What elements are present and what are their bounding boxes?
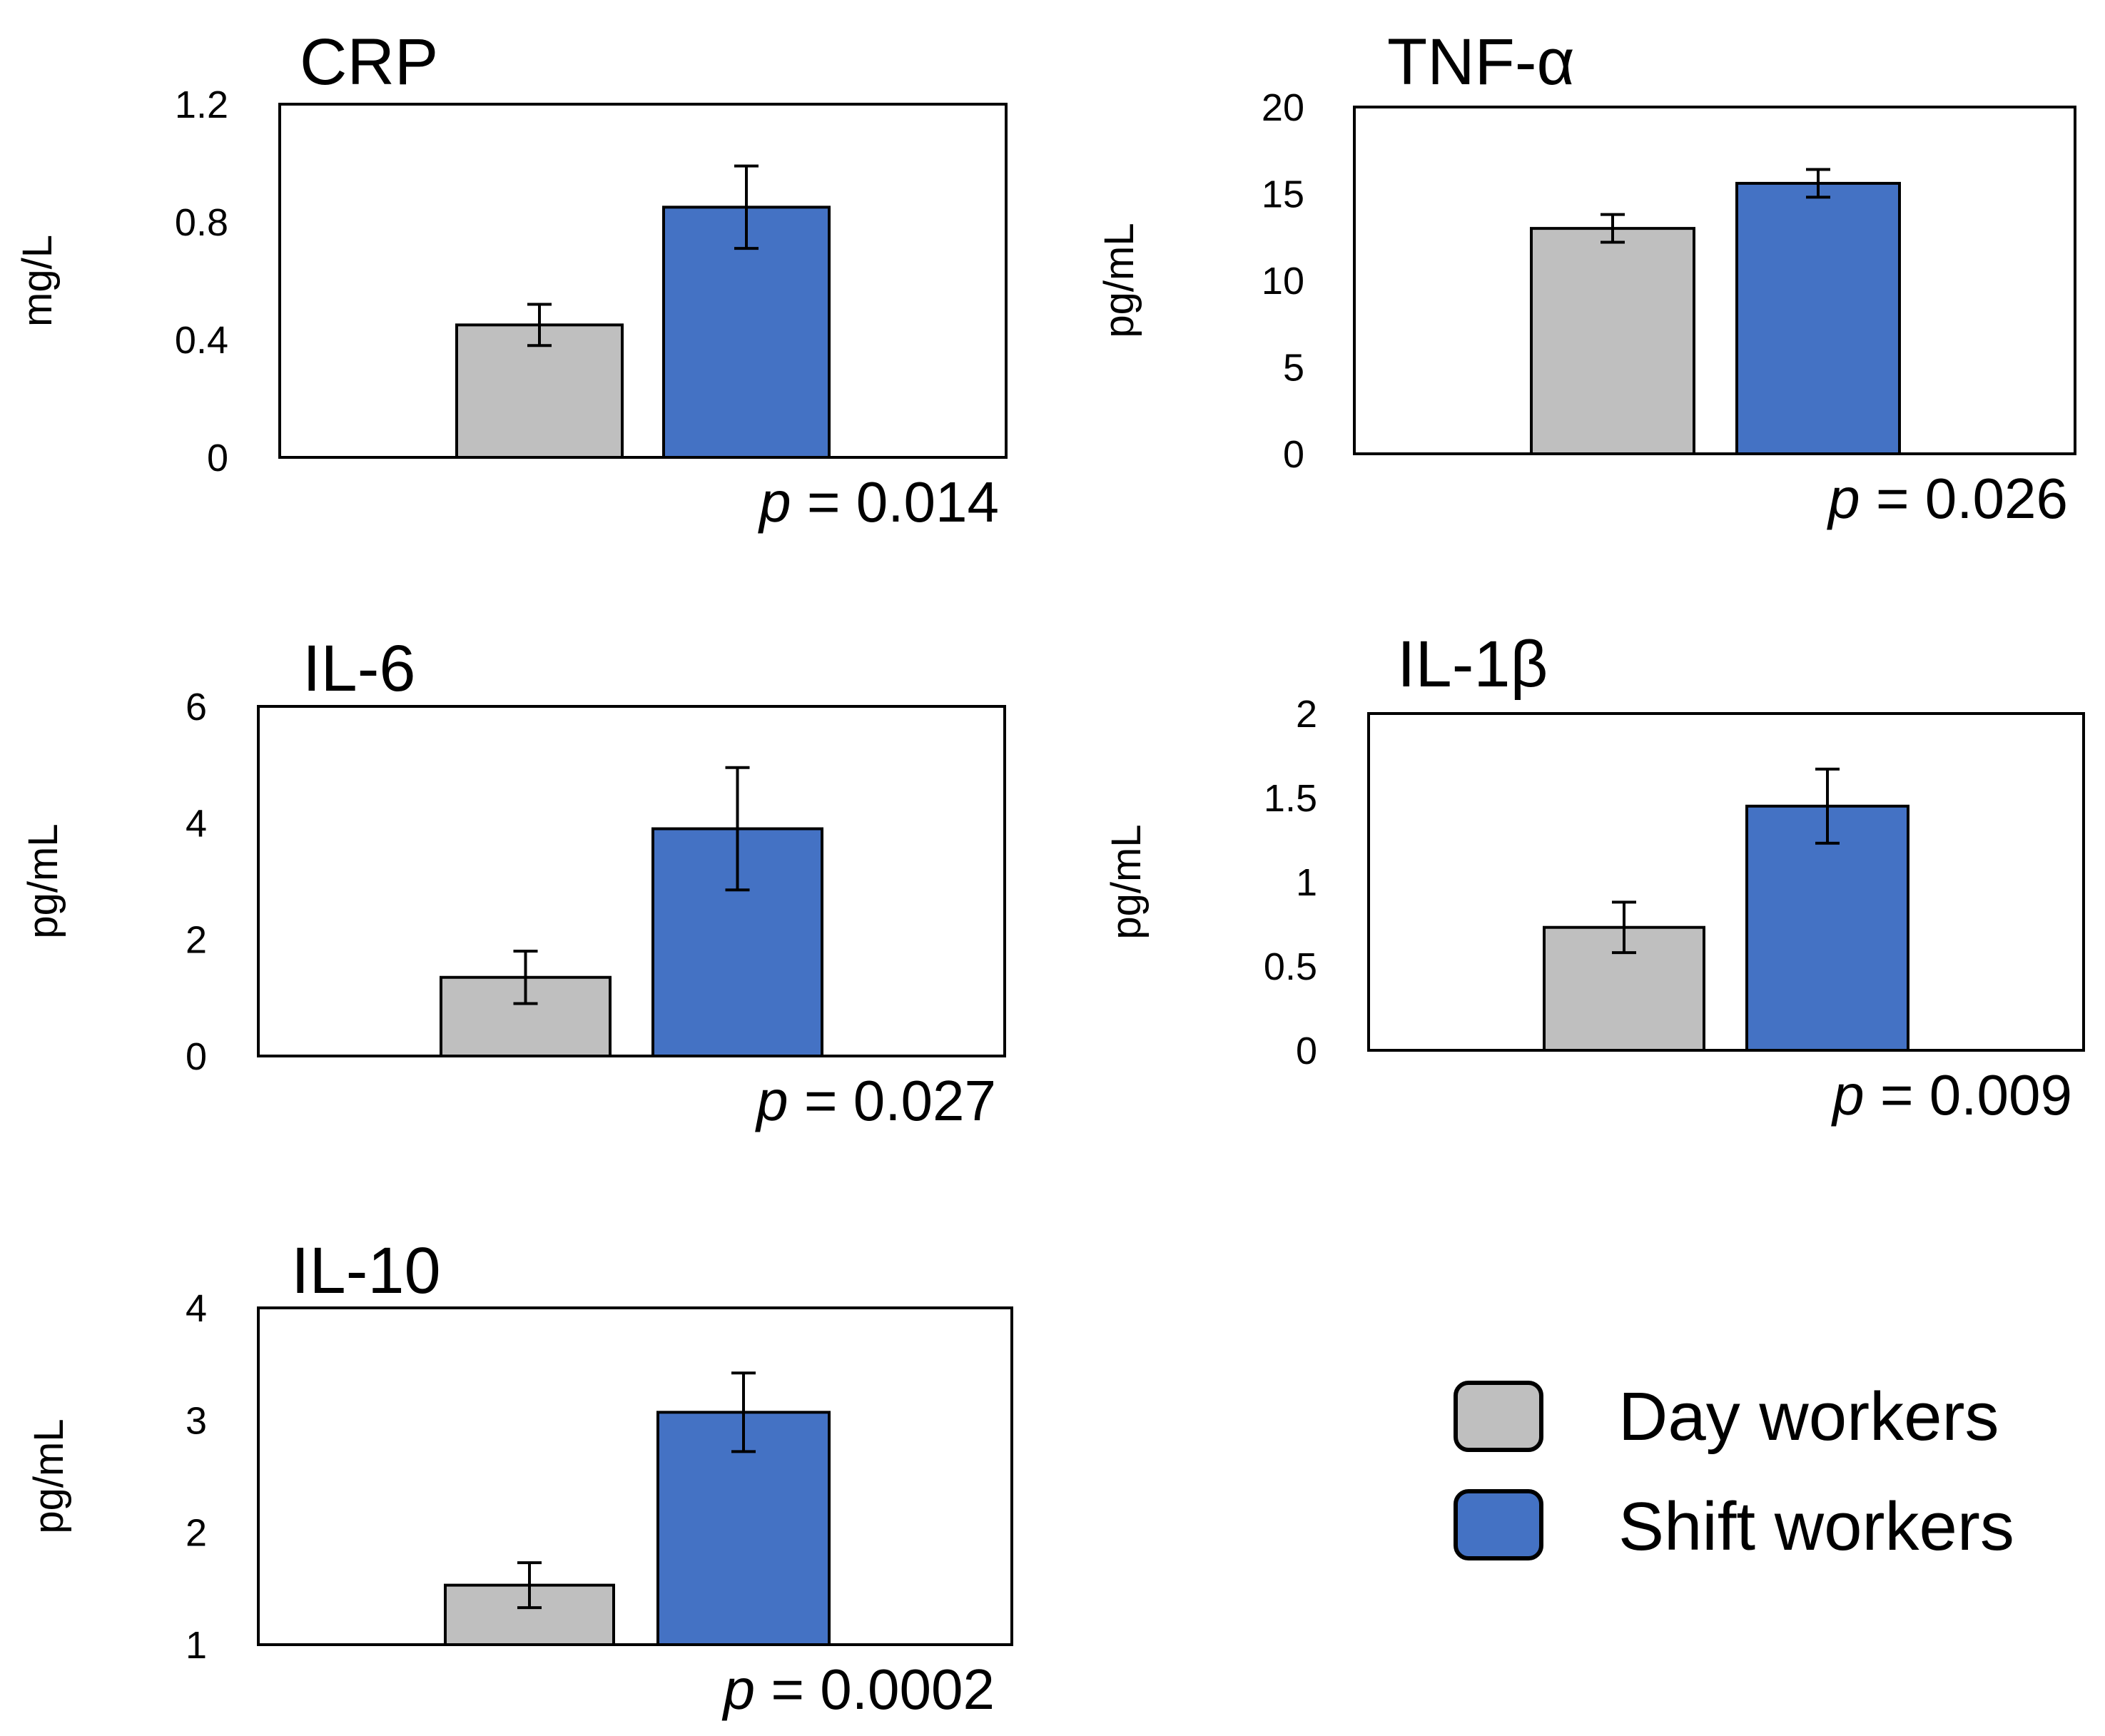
legend-label-day: Day workers [1618, 1379, 1999, 1455]
plot-frame [1367, 712, 2085, 1052]
y-tick-label: 1 [1296, 861, 1317, 904]
p-symbol: p [1831, 1063, 1880, 1127]
y-tick-label: 2 [186, 1512, 207, 1555]
chart-1: 0 0.4 0.8 1.2 mg/L CRP p = 0.014 [14, 26, 1008, 534]
y-tick-label: 2 [186, 919, 207, 962]
y-tick-label: 0 [186, 1035, 207, 1078]
y-tick-label: 0.4 [175, 319, 228, 362]
y-tick-label: 20 [1262, 86, 1304, 129]
chart-title: IL-6 [303, 632, 416, 705]
chart-title: IL-1β [1397, 628, 1548, 701]
chart-3: 0 2 4 6 pg/mL IL-6 p = 0.027 [20, 632, 1006, 1132]
error-bar-shift-workers [734, 164, 759, 250]
p-value: = 0.0002 [771, 1658, 995, 1721]
y-tick-label: 1 [186, 1624, 207, 1667]
y-tick-label: 6 [186, 686, 207, 729]
chart-2: 0 5 10 15 20 pg/mL TNF-α p = 0.026 [1096, 26, 2076, 530]
y-tick-label: 0 [1296, 1030, 1317, 1072]
plot-frame [1353, 106, 2076, 455]
p-value-annotation: p = 0.026 [1827, 467, 2068, 530]
p-value: = 0.009 [1880, 1063, 2072, 1127]
y-axis-label: pg/mL [1096, 223, 1142, 337]
bar-day-workers [1530, 227, 1695, 455]
error-bar-day-workers [1601, 213, 1625, 244]
y-tick-label: 1.2 [175, 83, 228, 126]
chart-title: IL-10 [291, 1234, 441, 1307]
y-tick-label: 0.8 [175, 201, 228, 244]
y-tick-label: 15 [1262, 173, 1304, 216]
y-axis-label: pg/mL [20, 823, 66, 938]
y-tick-label: 1.5 [1264, 777, 1317, 820]
p-symbol: p [758, 470, 807, 534]
p-value-annotation: p = 0.027 [755, 1069, 996, 1132]
legend-label-shift: Shift workers [1618, 1488, 2014, 1565]
y-tick-label: 2 [1296, 693, 1317, 736]
y-tick-label: 4 [186, 802, 207, 845]
error-bar-day-workers [513, 950, 538, 1005]
y-tick-label: 0 [207, 437, 228, 479]
error-bar-shift-workers [731, 1371, 756, 1453]
error-bar-shift-workers [1815, 767, 1840, 845]
error-bar-day-workers [517, 1561, 542, 1610]
error-bar-day-workers [527, 303, 552, 347]
p-symbol: p [722, 1658, 771, 1721]
y-axis-label: pg/mL [26, 1418, 72, 1533]
error-bar-day-workers [1612, 900, 1636, 955]
bar-shift-workers [1735, 181, 1901, 455]
y-tick-label: 4 [186, 1287, 207, 1330]
chart-4: 0 0.5 1 1.5 2 pg/mL IL-1β p = 0.009 [1103, 628, 2085, 1127]
p-value-annotation: p = 0.009 [1831, 1063, 2072, 1127]
y-axis-label: mg/L [14, 235, 61, 327]
chart-title: TNF-α [1387, 26, 1575, 98]
y-tick-label: 5 [1283, 347, 1304, 390]
y-axis-label: pg/mL [1103, 824, 1150, 939]
legend-swatch-shift [1454, 1489, 1543, 1560]
p-value: = 0.026 [1876, 467, 2068, 530]
chart-5: 1 2 3 4 pg/mL IL-10 p = 0.0002 [26, 1234, 1013, 1721]
y-tick-label: 0.5 [1264, 945, 1317, 988]
p-value-annotation: p = 0.0002 [722, 1658, 995, 1721]
plot-frame [278, 103, 1008, 459]
p-symbol: p [1827, 467, 1876, 530]
p-value: = 0.027 [804, 1069, 996, 1132]
plot-frame [257, 705, 1006, 1057]
p-symbol: p [755, 1069, 804, 1132]
y-tick-label: 0 [1283, 433, 1304, 476]
error-bar-shift-workers [1806, 168, 1830, 199]
y-tick-label: 10 [1262, 260, 1304, 303]
chart-title: CRP [300, 26, 438, 98]
y-tick-label: 3 [186, 1399, 207, 1442]
legend-swatch-day [1454, 1381, 1543, 1452]
plot-frame [257, 1306, 1013, 1646]
error-bar-shift-workers [725, 766, 750, 892]
legend: Day workers Shift workers [1454, 1379, 2014, 1565]
p-value-annotation: p = 0.014 [758, 470, 999, 534]
p-value: = 0.014 [807, 470, 999, 534]
bar-shift-workers [1745, 804, 1909, 1052]
